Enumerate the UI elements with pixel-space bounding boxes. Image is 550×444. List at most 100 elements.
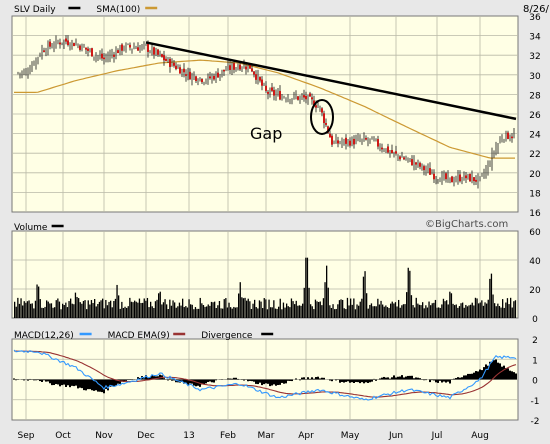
- volume-bar: [286, 303, 288, 318]
- volume-bar: [353, 298, 355, 318]
- volume-bar: [338, 300, 341, 318]
- divergence-bar: [65, 379, 67, 387]
- divergence-bar: [119, 379, 121, 384]
- divergence-bar: [373, 378, 375, 380]
- volume-bar: [393, 303, 395, 318]
- volume-bar: [450, 293, 453, 318]
- divergence-bar: [345, 379, 347, 382]
- volume-bar: [463, 307, 465, 318]
- volume-bar: [439, 307, 441, 318]
- divergence-bar: [253, 379, 255, 382]
- volume-bar: [38, 286, 40, 318]
- divergence-bar: [357, 379, 359, 383]
- divergence-bar: [263, 379, 265, 385]
- candle-body-down: [337, 140, 339, 144]
- candle-body-down: [391, 150, 393, 154]
- divergence-bar: [425, 379, 427, 381]
- legend-label: SMA(100): [96, 5, 140, 15]
- volume-bar: [89, 304, 91, 318]
- volume-bar: [247, 298, 249, 318]
- volume-bar: [430, 305, 432, 318]
- volume-bar: [442, 298, 445, 318]
- volume-bar: [68, 301, 70, 318]
- volume-bar: [87, 300, 89, 318]
- volume-bar: [479, 302, 481, 318]
- divergence-bar: [49, 379, 51, 384]
- y-tick-label: 0: [532, 315, 538, 325]
- candle-body-down: [121, 44, 123, 51]
- volume-bar: [484, 302, 486, 318]
- divergence-bar: [393, 375, 395, 380]
- divergence-bar: [495, 359, 497, 380]
- divergence-bar: [487, 365, 489, 380]
- divergence-bar: [107, 379, 109, 391]
- divergence-bar: [249, 379, 251, 381]
- candle-body-down: [303, 95, 305, 98]
- volume-bar: [170, 305, 173, 318]
- candle-body-down: [229, 65, 231, 70]
- y-tick-label: 20: [529, 170, 541, 180]
- volume-bar: [441, 304, 443, 318]
- volume-bar: [436, 307, 438, 318]
- volume-bar: [151, 306, 153, 318]
- volume-bar: [447, 304, 449, 318]
- candle-body-down: [59, 42, 61, 45]
- volume-bar: [289, 307, 291, 318]
- divergence-bar: [475, 371, 477, 380]
- volume-bar: [153, 308, 155, 318]
- x-tick-label: Sep: [18, 431, 35, 441]
- volume-bar: [414, 307, 416, 318]
- divergence-bar: [419, 378, 421, 380]
- volume-bar: [23, 301, 25, 318]
- volume-bar: [303, 287, 305, 318]
- divergence-bar: [507, 368, 509, 380]
- volume-bar: [500, 307, 502, 318]
- divergence-bar: [459, 377, 461, 380]
- volume-bar: [358, 305, 360, 318]
- divergence-bar: [497, 362, 499, 380]
- volume-bar: [474, 297, 477, 318]
- candle-body-down: [273, 90, 275, 96]
- volume-bar: [98, 301, 101, 318]
- divergence-bar: [515, 373, 517, 380]
- volume-bar: [103, 308, 105, 318]
- candle-body-down: [279, 90, 281, 100]
- divergence-bar: [51, 379, 53, 386]
- divergence-bar: [155, 376, 157, 380]
- volume-bar: [361, 298, 363, 318]
- candle-body-down: [85, 47, 87, 50]
- volume-bar: [330, 307, 333, 318]
- volume-bar: [73, 304, 75, 318]
- candle-body-down: [255, 74, 257, 80]
- volume-bar: [110, 300, 112, 318]
- volume-bar: [62, 303, 64, 318]
- gap-circle: [310, 98, 334, 135]
- divergence-bar: [383, 376, 385, 380]
- divergence-bar: [401, 375, 403, 380]
- volume-bar: [146, 297, 149, 318]
- volume-bar: [502, 299, 504, 318]
- divergence-bar: [433, 379, 435, 381]
- volume-bar: [145, 300, 147, 318]
- volume-bar: [178, 302, 181, 318]
- divergence-bar: [279, 379, 281, 385]
- volume-bar: [250, 308, 253, 318]
- divergence-bar: [231, 378, 233, 380]
- legend-label: Volume: [14, 223, 48, 233]
- candle-body-down: [165, 58, 167, 61]
- divergence-bar: [45, 379, 47, 382]
- divergence-bar: [33, 379, 35, 381]
- volume-bar: [372, 306, 374, 318]
- volume-bar: [100, 300, 102, 318]
- candle-body-down: [429, 168, 431, 175]
- divergence-bar: [87, 379, 89, 390]
- volume-bar: [354, 309, 357, 318]
- volume-bar: [263, 298, 265, 318]
- y-tick-label: 32: [529, 52, 540, 62]
- divergence-bar: [257, 379, 259, 385]
- y-tick-label: 36: [529, 13, 541, 23]
- volume-bar: [313, 309, 315, 318]
- y-tick-label: 26: [529, 111, 541, 121]
- volume-bar: [266, 309, 269, 318]
- volume-bar: [230, 307, 232, 318]
